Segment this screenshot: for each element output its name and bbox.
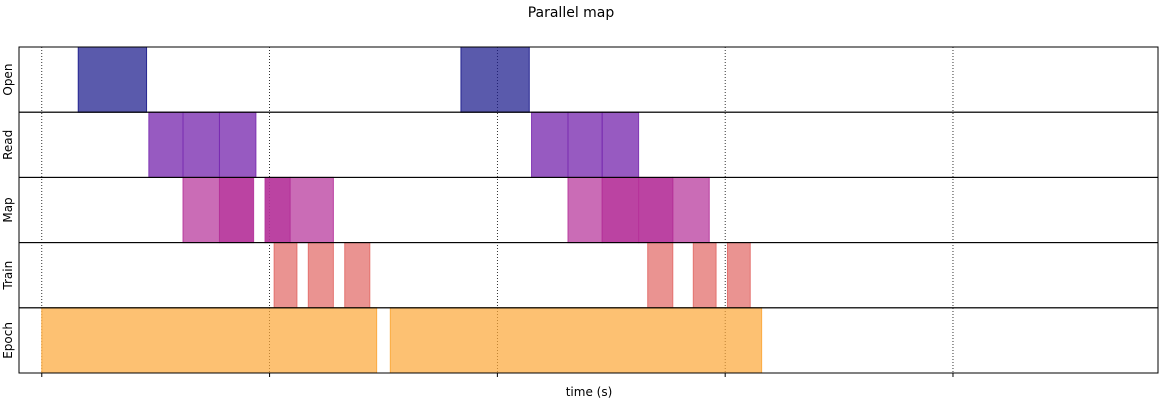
- bar-read: [148, 111, 184, 178]
- bar-read: [567, 111, 603, 178]
- bar-read: [218, 111, 257, 178]
- row-label-map: Map: [1, 197, 15, 222]
- bar-read: [601, 111, 640, 178]
- bar-epoch: [389, 307, 763, 374]
- bar-map: [289, 176, 334, 244]
- row-label-read: Read: [1, 130, 15, 160]
- row-frames: Open Read Map Train Epoch: [1, 46, 1159, 374]
- row-frame-open: [18, 46, 1159, 113]
- chart-title: Parallel map: [528, 5, 615, 21]
- bar-map: [638, 176, 674, 244]
- bar-map: [567, 176, 603, 244]
- x-axis-label: time (s): [566, 385, 613, 399]
- bar-map: [601, 176, 640, 244]
- bars-group: [41, 46, 763, 374]
- row-label-train: Train: [1, 261, 15, 291]
- row-label-open: Open: [1, 64, 15, 96]
- row-label-epoch: Epoch: [1, 322, 15, 359]
- bar-train: [273, 242, 298, 309]
- bar-epoch: [41, 307, 378, 374]
- bar-map: [182, 176, 220, 244]
- bar-train: [344, 242, 371, 309]
- bar-map: [264, 176, 291, 244]
- row-frame-train: [18, 242, 1159, 309]
- bar-train: [307, 242, 334, 309]
- bar-train: [726, 242, 751, 309]
- bar-map: [218, 176, 255, 244]
- bar-train: [647, 242, 674, 309]
- bar-open: [77, 46, 148, 113]
- bar-read: [182, 111, 220, 178]
- row-frame-epoch: [18, 307, 1159, 374]
- bar-map: [672, 176, 710, 244]
- bar-read: [531, 111, 569, 178]
- x-ticks: [41, 373, 954, 377]
- bar-train: [692, 242, 717, 309]
- bar-open: [460, 46, 530, 113]
